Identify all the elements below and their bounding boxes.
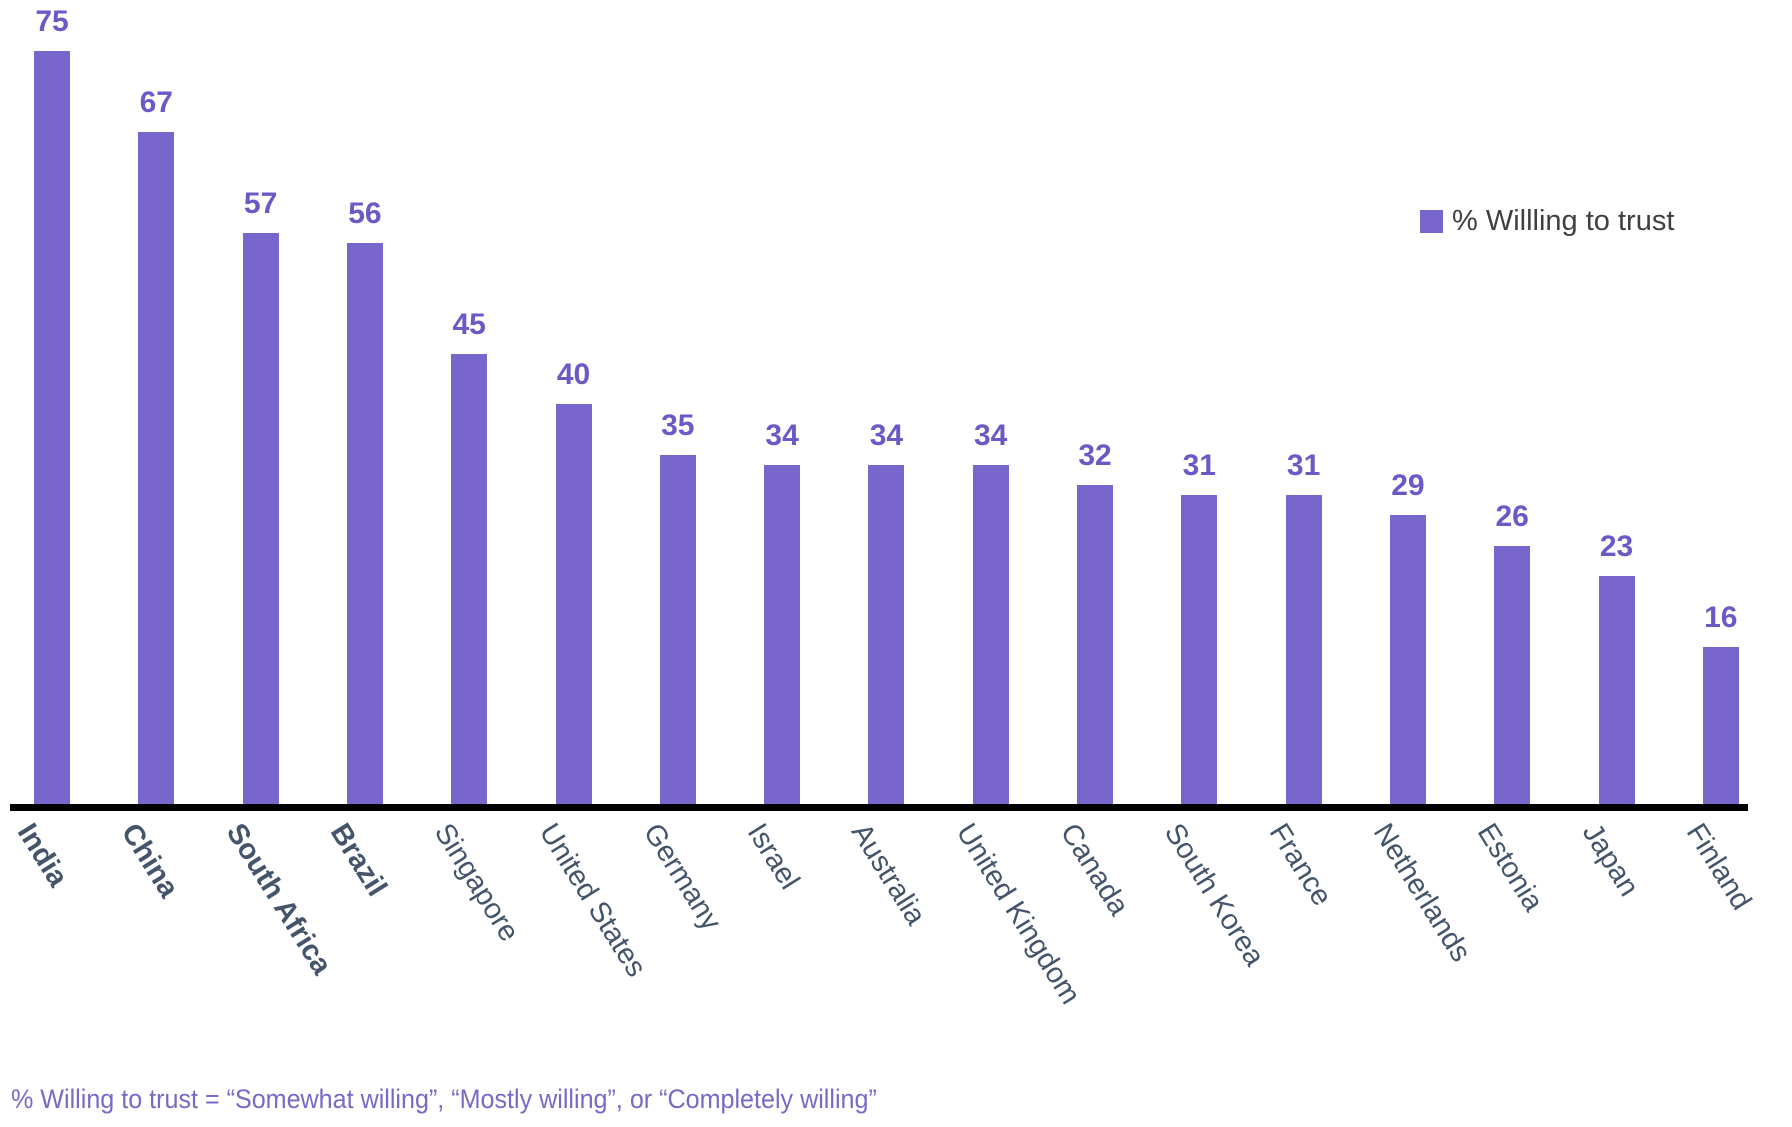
bar-netherlands xyxy=(1389,515,1426,808)
value-label-south-korea: 31 xyxy=(1182,449,1216,483)
category-label-australia: Australia xyxy=(845,818,933,931)
bar-finland xyxy=(1702,646,1739,808)
value-label-netherlands: 29 xyxy=(1391,469,1425,503)
legend: % Willling to trust xyxy=(1420,205,1674,237)
value-label-brazil: 56 xyxy=(348,196,382,230)
value-label-south-africa: 57 xyxy=(243,186,278,220)
value-label-japan: 23 xyxy=(1599,529,1634,563)
bar-singapore xyxy=(451,353,488,808)
bar-south-africa xyxy=(242,232,279,808)
bar-estonia xyxy=(1494,545,1531,808)
category-label-netherlands: Netherlands xyxy=(1366,818,1477,968)
category-label-germany: Germany xyxy=(636,818,727,937)
category-label-south-africa: South Africa xyxy=(219,818,338,981)
category-label-united-states: United States xyxy=(532,818,652,983)
value-label-germany: 35 xyxy=(661,408,695,442)
footnote: % Willing to trust = “Somewhat willing”,… xyxy=(11,1084,877,1114)
value-label-singapore: 45 xyxy=(452,307,486,341)
category-label-singapore: Singapore xyxy=(428,818,526,948)
legend-label: % Willling to trust xyxy=(1452,205,1675,237)
bar-france xyxy=(1285,495,1322,808)
bar-germany xyxy=(659,454,696,808)
bar-israel xyxy=(764,464,801,808)
bar-japan xyxy=(1598,575,1635,808)
value-label-united-states: 40 xyxy=(556,358,591,392)
value-label-canada: 32 xyxy=(1078,439,1112,472)
value-label-india: 75 xyxy=(35,5,69,38)
bar-china xyxy=(138,131,175,808)
value-label-china: 67 xyxy=(139,85,173,119)
value-label-australia: 34 xyxy=(869,418,904,452)
x-axis-line xyxy=(10,804,1748,811)
category-label-india: India xyxy=(10,818,74,893)
category-label-china: China xyxy=(115,818,185,904)
category-label-south-korea: South Korea xyxy=(1158,818,1271,972)
bar-brazil xyxy=(346,242,383,808)
category-label-israel: Israel xyxy=(740,818,806,896)
value-label-united-kingdom: 34 xyxy=(974,418,1008,452)
category-label-brazil: Brazil xyxy=(323,818,393,902)
category-label-japan: Japan xyxy=(1575,818,1645,902)
category-label-estonia: Estonia xyxy=(1471,818,1550,917)
category-label-france: France xyxy=(1262,818,1338,912)
value-label-france: 31 xyxy=(1286,449,1321,483)
value-label-israel: 34 xyxy=(765,418,799,452)
value-label-estonia: 26 xyxy=(1495,499,1529,533)
bar-united-states xyxy=(555,404,592,808)
category-label-finland: Finland xyxy=(1679,818,1758,916)
bar-india xyxy=(34,51,70,808)
value-label-finland: 16 xyxy=(1704,600,1738,634)
bar-canada xyxy=(1077,485,1113,808)
bar-australia xyxy=(868,464,905,808)
bar-south-korea xyxy=(1181,495,1218,808)
legend-swatch-square-icon xyxy=(1420,209,1443,233)
category-label-canada: Canada xyxy=(1053,818,1135,922)
bar-united-kingdom xyxy=(972,464,1009,808)
